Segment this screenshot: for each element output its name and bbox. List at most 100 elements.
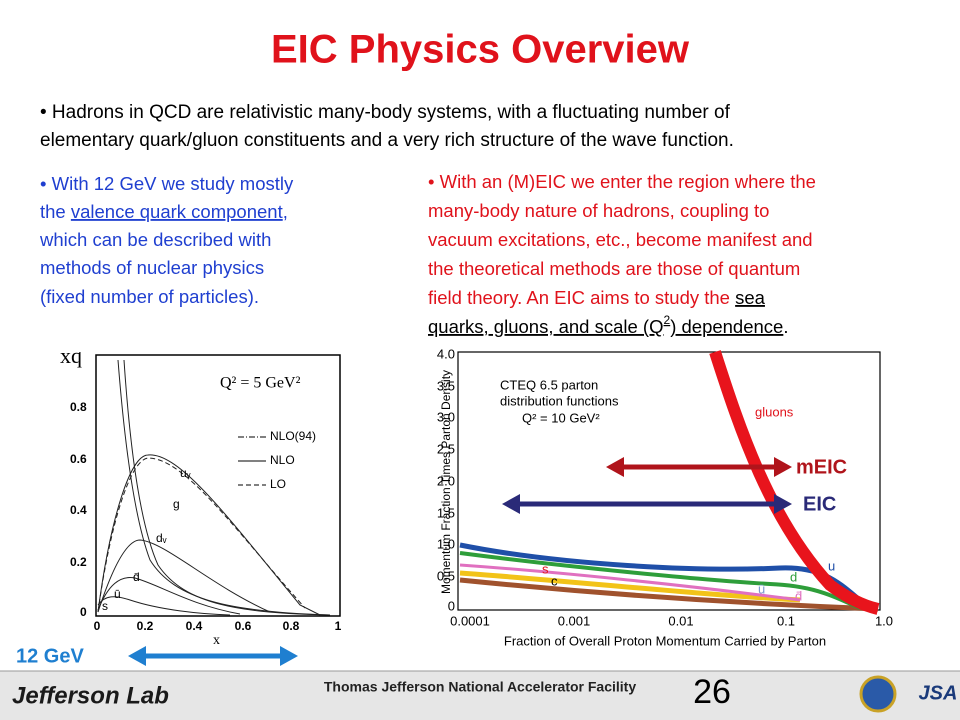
legend-label: NLO <box>270 453 295 467</box>
curve-label: g <box>173 497 180 511</box>
text-line: field theory. An EIC aims to study the s… <box>428 287 766 308</box>
curve-label: ū <box>758 581 765 596</box>
annotation-line: distribution functions <box>500 393 619 408</box>
text-line: vacuum excitations, etc., become manifes… <box>428 229 813 250</box>
text-line: the theoretical methods are those of qua… <box>428 258 800 279</box>
x-tick-label: 0.4 <box>186 619 203 633</box>
footer-org: Thomas Jefferson National Accelerator Fa… <box>324 679 636 695</box>
curve-label: s <box>102 599 108 613</box>
plot-frame <box>95 354 341 617</box>
legend-label: NLO(94) <box>270 429 316 443</box>
arrow-head <box>774 457 792 477</box>
text-span: , <box>283 201 288 222</box>
curve-label: u <box>828 558 835 573</box>
jsa-logo: JSA <box>919 682 958 704</box>
y-axis-label: xq <box>60 343 82 368</box>
x-tick-label: 1.0 <box>875 613 893 628</box>
curve-label: c <box>551 573 558 588</box>
y-tick-label: 0 <box>448 598 455 613</box>
doe-seal <box>859 675 897 713</box>
x-tick-label: 0.2 <box>137 619 154 633</box>
curve-label: uᵥ <box>180 466 191 480</box>
right-figure: Momentum Fraction Times Parton Density F… <box>437 346 893 648</box>
intro-line: • Hadrons in QCD are relativistic many-b… <box>40 102 731 123</box>
footer-logo: Jefferson Lab <box>12 682 169 709</box>
y-tick-label: 0 <box>80 605 87 619</box>
underlined-span: quarks, gluons, and scale (Q <box>428 316 664 337</box>
plot-frame <box>457 351 881 611</box>
left-figure: xq x 0.8 0.6 0.4 0.2 0 0 0.2 0.4 0.6 0.8… <box>60 343 342 648</box>
legend-label: LO <box>270 477 286 491</box>
x-tick-label: 0.001 <box>558 613 591 628</box>
footer: Jefferson Lab Thomas Jefferson National … <box>0 670 960 720</box>
underlined-span: sea <box>735 287 766 308</box>
text-span: . <box>783 316 788 337</box>
curve-label: s <box>542 561 549 576</box>
y-tick-label: 3.5 <box>437 378 455 393</box>
text-line: many-body nature of hadrons, coupling to <box>428 200 769 221</box>
text-line: which can be described with <box>39 229 271 250</box>
y-tick-label: 0.5 <box>437 568 455 583</box>
arrow-head <box>502 494 520 514</box>
curves <box>97 359 331 616</box>
curve-label: dᵥ <box>156 531 167 545</box>
y-tick-label: 0.6 <box>70 452 87 466</box>
y-tick-label: 4.0 <box>437 346 455 361</box>
x-tick-label: 0.01 <box>668 613 693 628</box>
arrow-head <box>774 494 792 514</box>
arrow-head <box>128 646 146 666</box>
text-line: methods of nuclear physics <box>40 257 264 278</box>
page-number: 26 <box>693 673 731 711</box>
superscript: 2 <box>664 313 671 327</box>
annotation-line: CTEQ 6.5 parton <box>500 377 598 392</box>
range-label: EIC <box>803 493 836 515</box>
x-tick-label: 1 <box>335 619 342 633</box>
range-arrows: mEIC EIC 12 GeV <box>16 456 847 667</box>
y-tick-label: 1.0 <box>437 536 455 551</box>
y-tick-label: 2.5 <box>437 441 455 456</box>
y-tick-label: 0.4 <box>70 503 87 517</box>
curve-label: d̄ <box>133 570 140 584</box>
text-line: • With an (M)EIC we enter the region whe… <box>428 171 816 192</box>
left-bullet: • With 12 GeV we study mostly the valenc… <box>39 173 294 307</box>
x-axis-label: Fraction of Overall Proton Momentum Carr… <box>504 633 826 648</box>
arrow-head <box>280 646 298 666</box>
annotation: Q² = 5 GeV² <box>220 375 301 392</box>
curves <box>459 350 880 615</box>
y-tick-label: 0.8 <box>70 400 87 414</box>
underlined-span: valence quark component <box>71 201 283 222</box>
intro-line: elementary quark/gluon constituents and … <box>40 130 734 151</box>
right-bullet: • With an (M)EIC we enter the region whe… <box>428 171 816 337</box>
text-line: quarks, gluons, and scale (Q2) dependenc… <box>428 313 788 337</box>
footer-bar <box>0 671 960 720</box>
y-axis-label: Momentum Fraction Times Parton Density <box>439 370 453 594</box>
annotation-line: Q² = 10 GeV² <box>522 410 600 425</box>
x-tick-label: 0.6 <box>235 619 252 633</box>
x-tick-label: 0.0001 <box>450 613 490 628</box>
arrow-head <box>606 457 624 477</box>
curve-label: d̄ <box>795 588 802 603</box>
text-span: the <box>40 201 71 222</box>
text-line: the valence quark component, <box>40 201 288 222</box>
curve-label: gluons <box>755 404 794 419</box>
range-label: 12 GeV <box>16 645 84 667</box>
slide-title: EIC Physics Overview <box>271 28 690 72</box>
curve-label: ū <box>114 587 121 601</box>
x-ticks: 0.0001 0.001 0.01 0.1 1.0 <box>450 613 893 628</box>
range-label: mEIC <box>796 456 847 478</box>
underlined-span: ) dependence <box>670 316 783 337</box>
text-line: • With 12 GeV we study mostly <box>40 173 294 194</box>
y-tick-label: 1.5 <box>437 505 455 520</box>
y-tick-label: 0.2 <box>70 555 87 569</box>
x-tick-label: 0.8 <box>283 619 300 633</box>
x-axis-label: x <box>213 633 220 648</box>
x-tick-label: 0.1 <box>777 613 795 628</box>
y-tick-label: 3.0 <box>437 409 455 424</box>
y-tick-label: 2.0 <box>437 473 455 488</box>
curve-label: d <box>790 569 797 584</box>
text-span: field theory. An EIC aims to study the <box>428 287 735 308</box>
y-ticks: 4.0 3.5 3.0 2.5 2.0 1.5 1.0 0.5 0 <box>437 346 455 613</box>
x-tick-label: 0 <box>94 619 101 633</box>
text-line: (fixed number of particles). <box>40 286 259 307</box>
